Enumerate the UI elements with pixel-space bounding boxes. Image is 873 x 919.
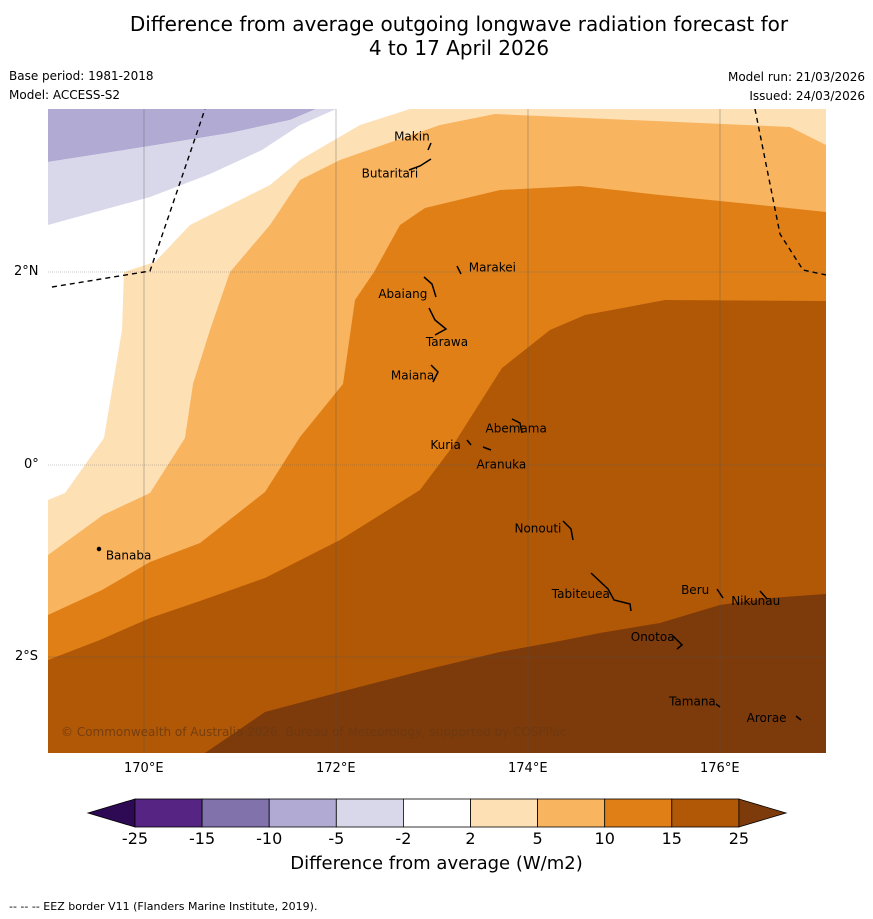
place-label-maiana: Maiana [391,369,434,383]
issued-date: Issued: 24/03/2026 [749,89,865,103]
model-name: Model: ACCESS-S2 [9,88,121,102]
title-line-2: 4 to 17 April 2026 [368,36,550,60]
colorbar-tick-5: 2 [465,829,476,848]
place-label-butaritari: Butaritari [362,167,419,181]
colorbar-title: Difference from average (W/m2) [290,853,583,874]
colorbar-extend-low [86,798,136,828]
place-label-marakei: Marakei [469,261,516,275]
colorbar-tick-6: 5 [532,829,543,848]
lon-label-174e: 174°E [508,761,548,776]
island-outlines [96,142,802,721]
model-run: Model run: 21/03/2026 [727,70,865,84]
base-period: Base period: 1981-2018 [9,69,154,83]
place-label-kuria: Kuria [430,438,461,452]
colorbar-segment-9 [671,798,740,828]
eez-border [51,109,826,288]
colorbar-tick-8: 15 [661,829,682,848]
place-label-makin: Makin [394,130,430,144]
colorbar-segment-2 [201,798,270,828]
place-label-tamana: Tamana [668,695,716,709]
lat-label-2n: 2°N [14,264,39,279]
lon-label-172e: 172°E [316,761,356,776]
band-above-25 [205,594,826,753]
place-label-nikunau: Nikunau [731,594,780,608]
colorbar-tick-2: -10 [256,829,283,848]
lat-label-2s: 2°S [15,649,39,664]
place-label-abaiang: Abaiang [378,287,427,301]
eez-legend-note: -- -- -- EEZ border V11 (Flanders Marine… [9,900,318,913]
colorbar-segment-6 [470,798,538,828]
colorbar-tick-4: -2 [395,829,412,848]
colorbar-segment-4 [335,798,404,828]
colorbar-segment-5 [402,798,471,828]
copyright-notice: © Commonwealth of Australia 2026, Bureau… [61,725,566,739]
colorbar [86,798,788,828]
place-label-aranuka: Aranuka [476,458,526,472]
colorbar-tick-9: 25 [728,829,750,848]
band-minus5-to-minus2 [48,109,336,225]
place-label-tabiteuea: Tabiteuea [551,587,610,601]
gridlines [48,109,826,753]
colorbar-tick-0: -25 [121,829,149,848]
lon-label-170e: 170°E [124,761,164,776]
place-label-banaba: Banaba [106,549,152,563]
colorbar-tick-7: 10 [594,829,615,848]
colorbar-tick-3: -5 [328,829,345,848]
place-label-nonouti: Nonouti [514,522,561,536]
place-label-beru: Beru [681,583,709,597]
band-minus10-to-minus5 [48,109,316,162]
lat-label-0: 0° [24,457,39,472]
map-title: Difference from average outgoing longwav… [0,12,873,60]
colorbar-segment-8 [604,798,673,828]
place-label-abemama: Abemama [486,422,547,436]
place-labels: Makin Butaritari Marakei Abaiang Tarawa Maian… [106,130,787,725]
colorbar-extend-high [738,798,788,828]
place-label-arorae: Arorae [747,711,787,725]
lon-label-176e: 176°E [700,761,740,776]
colorbar-segment-3 [268,798,337,828]
colorbar-segment-1 [134,798,203,828]
colorbar-segment-7 [537,798,606,828]
place-label-tarawa: Tarawa [425,335,468,349]
place-label-onotoa: Onotoa [631,630,675,644]
title-line-1: Difference from average outgoing longwav… [129,12,789,36]
colorbar-tick-1: -15 [189,829,216,848]
